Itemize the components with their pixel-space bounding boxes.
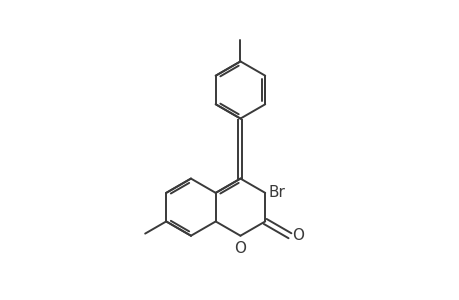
Text: O: O [291,228,303,243]
Text: Br: Br [268,185,285,200]
Text: O: O [234,241,246,256]
